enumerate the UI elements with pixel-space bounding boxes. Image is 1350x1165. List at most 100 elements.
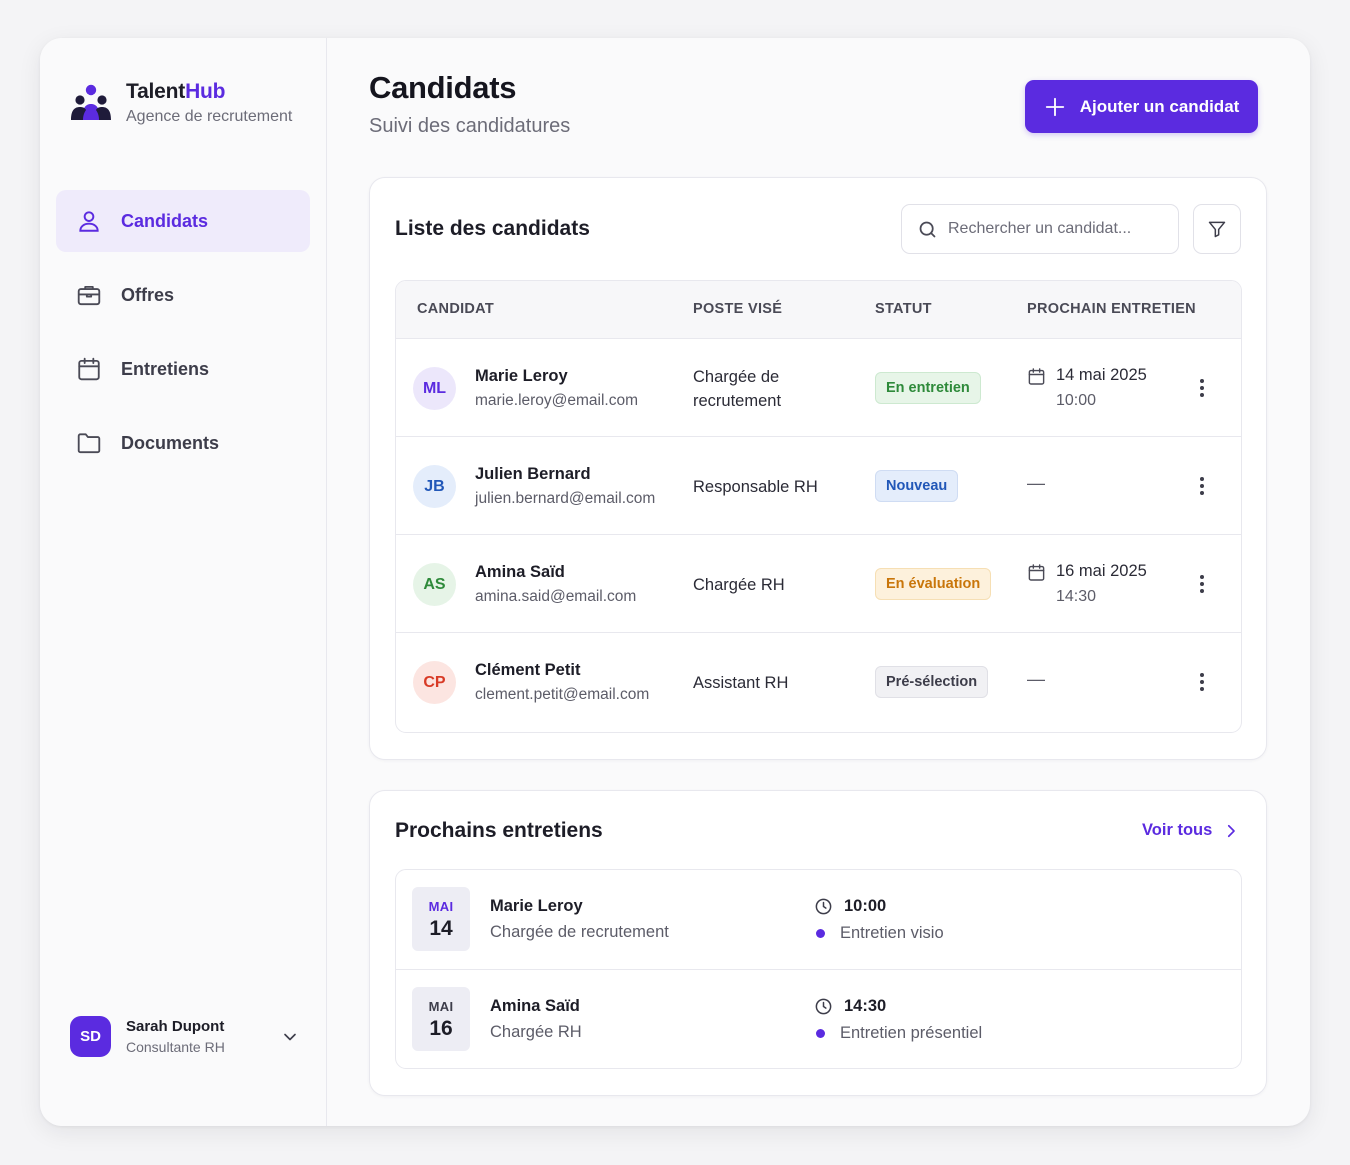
column-header[interactable]: PROCHAIN ENTRETIEN bbox=[1027, 301, 1196, 317]
sidebar-item-label: Entretiens bbox=[121, 358, 210, 379]
sidebar-item-entretiens[interactable]: Entretiens bbox=[56, 338, 310, 400]
interview-type-text: Entretien présentiel bbox=[840, 1024, 983, 1042]
interview-type: Entretien visio bbox=[814, 924, 944, 943]
upcoming-interviews-card: Prochains entretiens Voir tous MAI 14 Ma… bbox=[369, 790, 1267, 1096]
sidebar-nav: Candidats Offres Entretiens Documents bbox=[56, 190, 310, 486]
candidate-position: Chargée RH bbox=[693, 576, 785, 594]
interview-time: 10:00 bbox=[1056, 392, 1097, 409]
brand-name: TalentHub bbox=[126, 80, 226, 103]
interview-time: 10:00 bbox=[814, 897, 886, 916]
table-header: CANDIDAT POSTE VISÉ STATUT PROCHAIN ENTR… bbox=[396, 281, 1241, 339]
candidates-card-title: Liste des candidats bbox=[395, 217, 590, 240]
sidebar-item-candidats[interactable]: Candidats bbox=[56, 190, 310, 252]
user-menu[interactable]: SD Sarah Dupont Consultante RH bbox=[70, 1016, 300, 1057]
candidate-name[interactable]: Marie Leroy bbox=[475, 367, 568, 385]
date-day: 14 bbox=[429, 917, 453, 940]
upcoming-card-title: Prochains entretiens bbox=[395, 819, 603, 842]
date-badge: MAI 16 bbox=[412, 987, 470, 1051]
more-vertical-icon[interactable] bbox=[1189, 669, 1215, 695]
candidate-email: marie.leroy@email.com bbox=[475, 392, 639, 409]
candidate-email: clement.petit@email.com bbox=[475, 686, 650, 703]
user-role: Consultante RH bbox=[126, 1039, 225, 1055]
interview-type-text: Entretien visio bbox=[840, 924, 944, 942]
interview-date: 14 mai 2025 bbox=[1056, 366, 1147, 384]
candidates-table: CANDIDAT POSTE VISÉ STATUT PROCHAIN ENTR… bbox=[395, 280, 1242, 733]
interview-type: Entretien présentiel bbox=[814, 1024, 982, 1043]
brand-subtitle: Agence de recrutement bbox=[126, 108, 293, 125]
filter-button[interactable] bbox=[1193, 204, 1241, 254]
column-header[interactable]: POSTE VISÉ bbox=[693, 301, 783, 317]
interview-time: 14:30 bbox=[1056, 588, 1097, 605]
sidebar-item-label: Documents bbox=[121, 432, 220, 453]
interview-date: 16 mai 2025 bbox=[1056, 562, 1147, 580]
column-header[interactable]: CANDIDAT bbox=[417, 301, 495, 317]
date-month: MAI bbox=[428, 999, 454, 1014]
avatar: CP bbox=[413, 661, 456, 704]
search-input[interactable] bbox=[948, 220, 1168, 238]
team-logo-icon bbox=[71, 84, 111, 120]
plus-icon bbox=[1045, 97, 1064, 116]
candidate-position: Assistant RH bbox=[693, 674, 789, 692]
app-window: TalentHub Agence de recrutement Candidat… bbox=[40, 38, 1310, 1126]
calendar-icon bbox=[1028, 564, 1045, 581]
more-vertical-icon[interactable] bbox=[1189, 473, 1215, 499]
sidebar-item-offres[interactable]: Offres bbox=[56, 264, 310, 326]
calendar-icon bbox=[1028, 368, 1045, 385]
interview-time: 14:30 bbox=[814, 997, 886, 1016]
no-interview: — bbox=[1027, 473, 1045, 493]
more-vertical-icon[interactable] bbox=[1189, 571, 1215, 597]
interview-candidate-role: Chargée RH bbox=[490, 1023, 582, 1041]
page-subtitle: Suivi des candidatures bbox=[369, 115, 571, 137]
table-row[interactable]: CP Clément Petit clement.petit@email.com… bbox=[396, 633, 1241, 731]
add-candidate-button[interactable]: Ajouter un candidat bbox=[1025, 80, 1258, 133]
status-badge: En entretien bbox=[875, 372, 981, 404]
status-badge: Pré-sélection bbox=[875, 666, 989, 698]
folder-icon bbox=[76, 430, 102, 456]
user-name: Sarah Dupont bbox=[126, 1018, 225, 1035]
table-row[interactable]: AS Amina Saïd amina.said@email.com Charg… bbox=[396, 535, 1241, 633]
filter-icon bbox=[1208, 221, 1226, 238]
avatar: AS bbox=[413, 563, 456, 606]
avatar: JB bbox=[413, 465, 456, 508]
table-row[interactable]: JB Julien Bernard julien.bernard@email.c… bbox=[396, 437, 1241, 535]
chevron-down-icon[interactable] bbox=[280, 1027, 300, 1047]
candidate-position: Chargée de recrutement bbox=[693, 368, 782, 410]
status-dot-icon bbox=[816, 1029, 825, 1038]
sidebar-item-label: Candidats bbox=[121, 210, 209, 231]
clock-icon bbox=[815, 898, 832, 915]
column-header[interactable]: STATUT bbox=[875, 301, 932, 317]
briefcase-icon bbox=[76, 282, 102, 308]
user-icon bbox=[76, 208, 102, 234]
interview-time-text: 14:30 bbox=[844, 997, 887, 1015]
add-candidate-label: Ajouter un candidat bbox=[1079, 96, 1240, 116]
interview-candidate-name: Amina Saïd bbox=[490, 997, 580, 1015]
sidebar-item-documents[interactable]: Documents bbox=[56, 412, 310, 474]
avatar: SD bbox=[70, 1016, 111, 1057]
candidate-name[interactable]: Amina Saïd bbox=[475, 563, 565, 581]
chevron-right-icon bbox=[1228, 824, 1236, 837]
interview-candidate-name: Marie Leroy bbox=[490, 897, 583, 915]
candidate-position: Responsable RH bbox=[693, 478, 818, 496]
status-badge: Nouveau bbox=[875, 470, 959, 502]
interview-candidate-role: Chargée de recrutement bbox=[490, 923, 669, 941]
interview-time-text: 10:00 bbox=[844, 897, 887, 915]
upcoming-list: MAI 14 Marie Leroy Chargée de recrutemen… bbox=[395, 869, 1242, 1069]
table-row[interactable]: ML Marie Leroy marie.leroy@email.com Cha… bbox=[396, 339, 1241, 437]
date-badge: MAI 14 bbox=[412, 887, 470, 951]
see-all-link[interactable]: Voir tous bbox=[1142, 821, 1240, 840]
candidate-name[interactable]: Clément Petit bbox=[475, 661, 581, 679]
avatar: ML bbox=[413, 367, 456, 410]
search-icon bbox=[919, 221, 936, 237]
list-item[interactable]: MAI 16 Amina Saïd Chargée RH 14:30 Entre… bbox=[396, 970, 1241, 1068]
clock-icon bbox=[815, 998, 832, 1015]
brand[interactable]: TalentHub Agence de recrutement bbox=[70, 80, 292, 126]
date-month: MAI bbox=[428, 899, 454, 914]
status-badge: En évaluation bbox=[875, 568, 992, 600]
see-all-label: Voir tous bbox=[1142, 821, 1213, 839]
list-item[interactable]: MAI 14 Marie Leroy Chargée de recrutemen… bbox=[396, 870, 1241, 970]
candidate-name[interactable]: Julien Bernard bbox=[475, 465, 591, 483]
calendar-icon bbox=[76, 356, 102, 382]
search-box[interactable] bbox=[901, 204, 1179, 254]
sidebar-item-label: Offres bbox=[121, 284, 175, 305]
more-vertical-icon[interactable] bbox=[1189, 375, 1215, 401]
